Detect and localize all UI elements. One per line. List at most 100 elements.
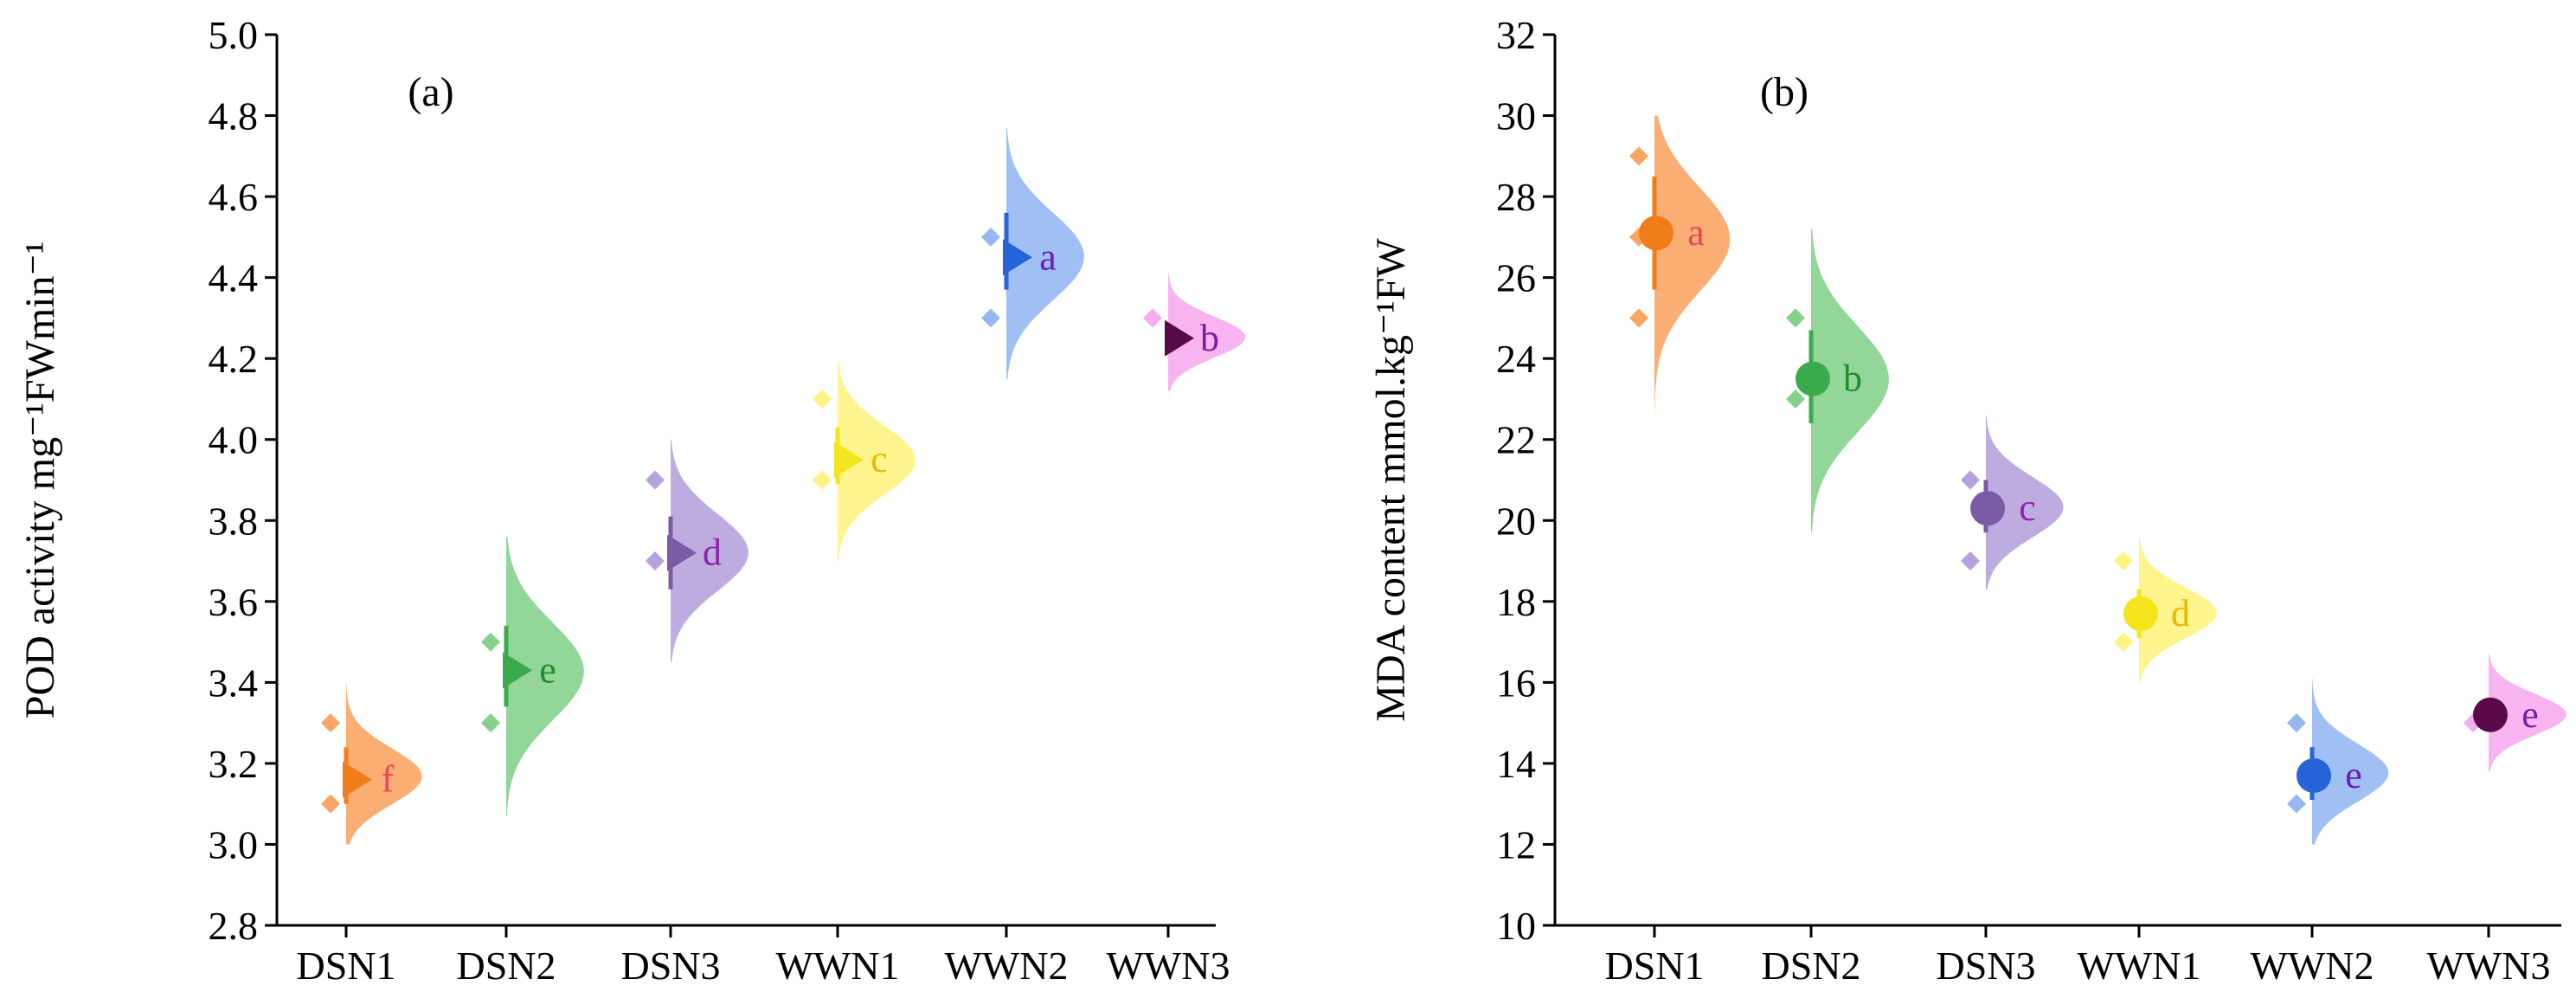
x-tick-label: DSN1 <box>1604 944 1704 988</box>
y-tick-label: 14 <box>1496 742 1536 786</box>
significance-letter: d <box>703 531 722 574</box>
y-tick-label: 4.2 <box>209 337 259 381</box>
observation-point <box>1786 389 1805 409</box>
observation-point <box>2114 551 2133 571</box>
y-tick-label: 30 <box>1496 94 1536 139</box>
observation-point <box>481 632 500 652</box>
significance-letter: e <box>2345 754 2362 796</box>
observation-point <box>981 227 1000 247</box>
y-tick-label: 4.4 <box>209 256 259 300</box>
significance-letter: b <box>1843 358 1862 400</box>
significance-letter: c <box>870 438 888 480</box>
group-wwn1: WWN1 d <box>2077 536 2217 988</box>
mean-marker <box>834 441 864 479</box>
x-tick-label: WWN2 <box>944 944 1068 988</box>
observation-point <box>1143 308 1162 328</box>
y-tick-label: 5.0 <box>209 13 259 57</box>
mean-marker <box>1970 491 2005 526</box>
y-tick-label: 4.6 <box>209 175 259 219</box>
observation-point <box>1961 470 1980 490</box>
significance-letter: e <box>2521 693 2539 736</box>
y-tick-label: 26 <box>1496 256 1536 300</box>
significance-letter: e <box>539 648 556 691</box>
y-tick-label: 3.4 <box>209 660 259 705</box>
observation-point <box>1961 551 1980 571</box>
significance-letter: b <box>1200 317 1219 359</box>
group-wwn3: WWN3 b <box>1106 273 1246 988</box>
violin-shape <box>1006 127 1084 379</box>
violin-shape <box>1986 415 2064 589</box>
y-tick-label: 4.0 <box>209 418 259 462</box>
y-tick-label: 12 <box>1496 822 1536 866</box>
observation-point <box>1629 308 1648 328</box>
violin-shape <box>1811 229 1889 533</box>
mean-marker <box>1639 216 1673 251</box>
observation-point <box>646 551 665 571</box>
y-tick-label: 16 <box>1496 660 1536 705</box>
observation-point <box>321 713 340 733</box>
mean-marker <box>1795 361 1830 396</box>
mean-marker <box>503 652 532 689</box>
observation-point <box>321 794 340 814</box>
group-wwn2: WWN2 e <box>2250 678 2389 988</box>
violin-shape <box>671 439 748 662</box>
significance-letter: d <box>2171 592 2190 635</box>
violin-shape <box>2489 654 2566 772</box>
observation-point <box>1629 146 1648 166</box>
mean-marker <box>1165 319 1194 357</box>
violin-shape <box>346 682 422 845</box>
y-tick-label: 3.0 <box>209 822 259 866</box>
observation-point <box>646 470 665 490</box>
x-tick-label: DSN3 <box>1936 944 2035 988</box>
y-tick-label: 32 <box>1496 13 1536 57</box>
group-dsn2: DSN2 b <box>1761 229 1889 988</box>
observation-point <box>2287 713 2306 733</box>
y-axis-title: MDA content mmol.kg⁻¹FW <box>1368 238 1414 722</box>
significance-letter: c <box>2019 486 2036 529</box>
violin-shape <box>1654 115 1731 416</box>
group-wwn2: WWN2 a <box>944 127 1084 988</box>
observation-point <box>1786 308 1805 328</box>
violin-shape <box>2139 536 2217 683</box>
chart-panel-a: 2.8 3.0 3.2 3.4 3.6 3.8 4.0 4.2 4.4 4.6 4.8 5.0 POD … <box>17 13 1246 988</box>
y-tick-label: 3.6 <box>209 580 259 624</box>
chart-panel-b: 10 12 14 16 18 20 22 24 26 28 30 32 MDA content mmol… <box>1368 13 2566 988</box>
x-tick-label: DSN3 <box>620 944 720 988</box>
y-tick-label: 28 <box>1496 175 1536 219</box>
x-tick-label: DSN1 <box>296 944 395 988</box>
group-wwn1: WWN1 c <box>775 362 915 988</box>
violin-shape <box>506 536 584 816</box>
x-tick-label: WWN2 <box>2250 944 2374 988</box>
y-axis-title: POD activity mg⁻¹FWmin⁻¹ <box>17 242 63 718</box>
x-tick-label: WWN3 <box>1106 944 1230 988</box>
group-dsn3: DSN3 d <box>620 439 748 988</box>
observation-point <box>2287 794 2306 814</box>
y-tick-label: 18 <box>1496 580 1536 624</box>
panel-label: (b) <box>1760 69 1808 115</box>
x-tick-label: DSN2 <box>1761 944 1860 988</box>
significance-letter: a <box>1687 211 1705 254</box>
violin-shape <box>838 362 915 562</box>
x-tick-label: DSN2 <box>456 944 556 988</box>
y-tick-label: 3.8 <box>209 499 259 543</box>
observation-point <box>813 389 832 409</box>
observation-point <box>481 713 500 733</box>
y-tick-label: 10 <box>1496 904 1536 948</box>
observation-point <box>981 308 1000 328</box>
x-tick-label: WWN3 <box>2426 944 2550 988</box>
observation-point <box>2114 632 2133 652</box>
group-wwn3: WWN3 e <box>2426 654 2566 988</box>
y-tick-label: 2.8 <box>209 904 259 948</box>
group-dsn2: DSN2 e <box>456 536 584 988</box>
group-dsn3: DSN3 c <box>1936 415 2064 988</box>
y-tick-label: 20 <box>1496 499 1536 543</box>
mean-marker <box>667 534 697 571</box>
y-tick-label: 24 <box>1496 337 1536 381</box>
mean-marker <box>2123 596 2158 631</box>
y-tick-label: 22 <box>1496 418 1536 462</box>
mean-marker <box>2473 697 2508 732</box>
x-tick-label: WWN1 <box>775 944 899 988</box>
violin-shape <box>2312 678 2389 845</box>
panel-label: (a) <box>408 69 453 115</box>
mean-marker <box>343 761 372 798</box>
